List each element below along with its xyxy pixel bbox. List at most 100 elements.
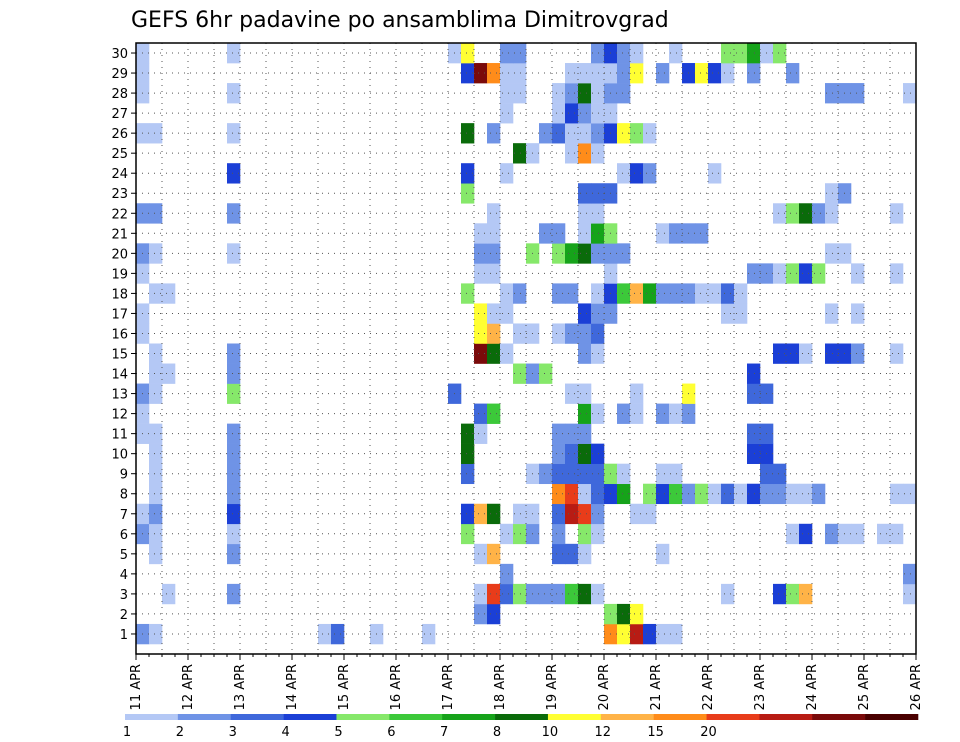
heatmap-cell — [474, 323, 488, 344]
colorbar-swatch — [547, 714, 602, 720]
heatmap-cell — [149, 543, 163, 565]
y-tick-label: 23 — [111, 187, 128, 202]
heatmap-cell — [578, 103, 592, 124]
heatmap-cell — [500, 343, 514, 364]
y-tick-label: 30 — [111, 47, 128, 62]
heatmap-cell — [695, 483, 709, 505]
heatmap-cell — [617, 123, 631, 144]
heatmap-cell — [591, 83, 605, 104]
colorbar-label: 8 — [493, 725, 501, 740]
heatmap-cell — [812, 203, 826, 224]
y-axis: 1234567891011121314151617181920212223242… — [111, 47, 136, 643]
heatmap-cell — [903, 583, 917, 605]
heatmap-cell — [617, 623, 631, 645]
heatmap-cell — [539, 123, 553, 144]
heatmap-cell — [851, 83, 865, 104]
heatmap-cell — [643, 123, 657, 144]
heatmap-cell — [565, 143, 579, 164]
y-tick-label: 15 — [111, 348, 128, 363]
heatmap-cell — [227, 203, 241, 224]
heatmap-cell — [851, 263, 865, 284]
colorbar-swatch — [495, 714, 549, 720]
heatmap-cell — [149, 123, 163, 144]
heatmap-cell — [552, 583, 566, 605]
heatmap-cell — [617, 83, 631, 104]
colorbar-label: 15 — [647, 725, 664, 740]
heatmap-cell — [669, 223, 683, 244]
heatmap-cell — [630, 603, 644, 625]
heatmap-cell — [513, 63, 527, 84]
heatmap-cell — [721, 583, 735, 605]
heatmap-cell — [617, 43, 631, 64]
heatmap-cell — [747, 383, 761, 404]
dotted-grid — [136, 43, 916, 654]
heatmap-cell — [903, 563, 917, 585]
heatmap-cell — [149, 503, 163, 525]
heatmap-cell — [617, 463, 631, 485]
heatmap-cell — [773, 463, 787, 485]
x-tick-label: 14 APR — [285, 664, 300, 710]
heatmap-cell — [825, 343, 839, 364]
heatmap-cell — [513, 363, 527, 384]
heatmap-cell — [591, 183, 605, 204]
y-tick-label: 19 — [111, 267, 128, 282]
heatmap-cell — [578, 323, 592, 344]
heatmap-cell — [617, 603, 631, 625]
heatmap-cell — [578, 83, 592, 104]
heatmap-cell — [149, 243, 163, 264]
heatmap-cell — [747, 263, 761, 284]
heatmap-cell — [786, 343, 800, 364]
x-tick-label: 22 APR — [701, 664, 716, 710]
colorbar-swatch — [125, 714, 179, 720]
heatmap-cell — [812, 263, 826, 284]
heatmap-cell — [695, 283, 709, 304]
heatmap-cell — [149, 203, 163, 224]
heatmap-cell — [552, 523, 566, 545]
y-tick-label: 25 — [111, 147, 128, 162]
heatmap-cell — [591, 523, 605, 545]
colorbar-label: 2 — [176, 725, 184, 740]
heatmap-cell — [318, 623, 332, 645]
colorbar-swatch — [177, 714, 232, 720]
x-tick-label: 12 APR — [181, 664, 196, 710]
x-tick-label: 21 APR — [649, 664, 664, 710]
heatmap-cell — [149, 383, 163, 404]
x-tick-label: 15 APR — [337, 664, 352, 710]
heatmap-cell — [591, 243, 605, 264]
y-tick-label: 10 — [111, 448, 128, 463]
heatmap-cell — [747, 483, 761, 505]
heatmap-cell — [747, 363, 761, 384]
x-tick-label: 13 APR — [233, 664, 248, 710]
heatmap-cell — [565, 383, 579, 404]
heatmap-cell — [630, 123, 644, 144]
heatmap-cell — [773, 263, 787, 284]
chart-title: GEFS 6hr padavine po ansamblima Dimitrov… — [131, 8, 669, 33]
heatmap-cell — [461, 163, 475, 184]
heatmap-cell — [578, 303, 592, 324]
heatmap-cell — [578, 143, 592, 164]
heatmap-cell — [890, 203, 904, 224]
colorbar-label: 3 — [229, 725, 237, 740]
heatmap-cell — [474, 263, 488, 284]
heatmap-cell — [890, 483, 904, 505]
heatmap-cell — [474, 503, 488, 525]
y-tick-label: 8 — [120, 488, 128, 503]
heatmap-cell — [656, 403, 670, 424]
heatmap-cell — [669, 43, 683, 64]
heatmap-cell — [708, 63, 722, 84]
colorbar-label: 5 — [334, 725, 342, 740]
colorbar-label: 4 — [281, 725, 289, 740]
heatmap-cell — [539, 363, 553, 384]
heatmap-cell — [565, 543, 579, 565]
heatmap-cell — [799, 203, 813, 224]
heatmap-cell — [643, 163, 657, 184]
heatmap-cell — [513, 503, 527, 525]
y-tick-label: 5 — [120, 548, 128, 563]
colorbar-swatch — [230, 714, 284, 720]
heatmap-cell — [578, 423, 592, 444]
heatmap-cell — [591, 463, 605, 485]
heatmap-cell — [227, 43, 241, 64]
heatmap-cell — [487, 403, 501, 424]
heatmap-cell — [487, 603, 501, 625]
x-axis: 11 APR 12 APR 13 APR 14 APR 15 APR 16 APR 17 A… — [129, 654, 924, 710]
